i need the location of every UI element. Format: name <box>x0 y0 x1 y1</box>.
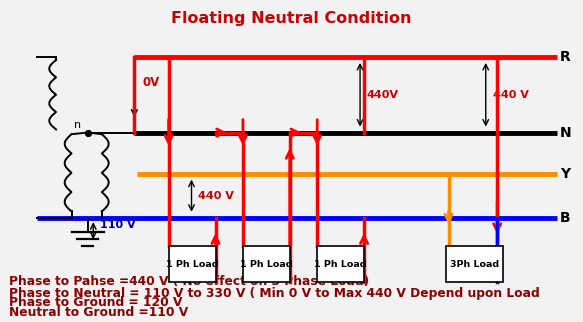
Text: N: N <box>560 126 572 140</box>
Text: 3Ph Load: 3Ph Load <box>449 260 499 269</box>
Text: 440 V: 440 V <box>198 191 234 201</box>
Text: 440V: 440V <box>367 90 399 100</box>
Text: Y: Y <box>560 166 570 181</box>
Text: Phase to Pahse =440 V ( No effect on 3 Phase Load): Phase to Pahse =440 V ( No effect on 3 P… <box>9 275 369 288</box>
Text: B: B <box>560 211 571 225</box>
Text: Phase to Neutral = 110 V to 330 V ( Min 0 V to Max 440 V Depend upon Load: Phase to Neutral = 110 V to 330 V ( Min … <box>9 287 539 300</box>
Text: n: n <box>73 120 81 130</box>
Text: 0V: 0V <box>143 76 160 89</box>
Text: 110 V: 110 V <box>100 220 136 230</box>
Text: Floating Neutral Condition: Floating Neutral Condition <box>171 11 412 26</box>
Text: 1 Ph Load: 1 Ph Load <box>240 260 293 269</box>
Text: Phase to Ground = 120 V: Phase to Ground = 120 V <box>9 296 182 309</box>
Text: R: R <box>560 50 571 64</box>
Text: 1 Ph Load: 1 Ph Load <box>166 260 219 269</box>
Bar <box>243 246 290 282</box>
Bar <box>317 246 364 282</box>
Bar <box>446 246 503 282</box>
Text: Neutral to Ground =110 V: Neutral to Ground =110 V <box>9 306 188 319</box>
Text: 1 Ph Load: 1 Ph Load <box>314 260 367 269</box>
Bar <box>168 246 216 282</box>
Text: 440 V: 440 V <box>493 90 528 100</box>
